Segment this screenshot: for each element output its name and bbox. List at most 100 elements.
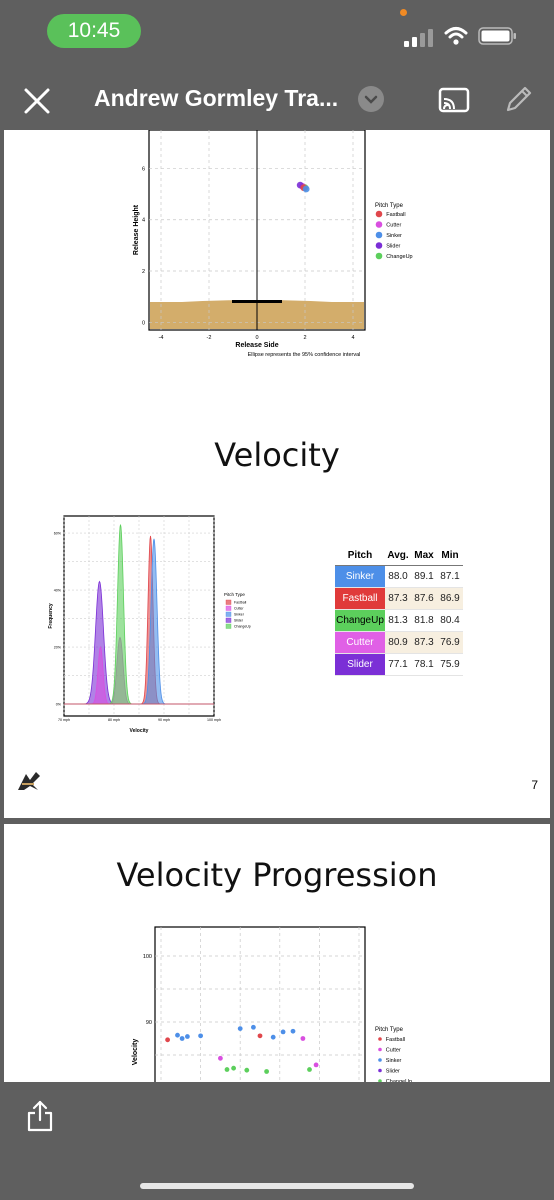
legend-label-cutter: Cutter — [386, 222, 401, 228]
velocity-point — [165, 1037, 171, 1043]
legend-marker-changeup — [378, 1079, 382, 1082]
legend-label-fastball: Fastball — [386, 1037, 405, 1043]
recording-indicator — [400, 9, 407, 16]
x-tick-label: 100 mph — [207, 718, 221, 722]
legend-label-cutter: Cutter — [386, 1047, 401, 1053]
cell-min: 86.9 — [437, 587, 463, 610]
legend-marker-cutter — [375, 221, 383, 228]
legend-title: Pitch Type — [224, 592, 245, 597]
x-axis-label: Velocity — [130, 728, 149, 734]
density-areas — [64, 524, 214, 705]
y-ticks: 0 2 4 6 — [142, 166, 145, 326]
title-dropdown-button[interactable] — [358, 86, 384, 112]
cell-max: 78.1 — [411, 653, 437, 676]
legend: Fastball Cutter Sinker Slider ChangeUp — [378, 1037, 412, 1082]
legend-label-slider: Slider — [386, 243, 400, 249]
x-tick-label: -4 — [159, 335, 164, 341]
velocity-points — [165, 1024, 319, 1074]
cellular-signal-icon — [404, 29, 433, 47]
velocity-point — [280, 1029, 286, 1035]
cell-avg: 77.1 — [385, 653, 411, 676]
legend-label-fastball: Fastball — [386, 212, 405, 218]
y-axis-label: Frequency — [48, 603, 54, 629]
page-number: 7 — [531, 778, 538, 792]
x-tick-label: -2 — [207, 335, 212, 341]
y-tick-label: 20% — [54, 646, 62, 650]
y-tick-label: 60% — [54, 532, 62, 536]
cell-max: 89.1 — [411, 565, 437, 588]
legend-label-slider: Slider — [234, 619, 244, 623]
table-row: Fastball 87.3 87.6 86.9 — [335, 587, 463, 610]
document-viewer[interactable]: -4 -2 0 2 4 0 2 4 6 Release Side Release Height… — [0, 130, 554, 1082]
velocity-density-chart: 70 mph 80 mph 90 mph 100 mph 0% 20% 40% 60% Ve… — [48, 515, 251, 734]
release-point-chart: -4 -2 0 2 4 0 2 4 6 Release Side Release Height… — [133, 130, 413, 358]
velocity-point — [231, 1065, 237, 1071]
header-pitch: Pitch — [335, 545, 385, 566]
close-icon[interactable] — [22, 86, 52, 116]
y-axis-label: Release Height — [133, 204, 140, 255]
velocity-point — [179, 1036, 185, 1041]
x-tick-label: 4 — [351, 335, 354, 341]
document-title[interactable]: Andrew Gormley Tra... — [94, 85, 339, 111]
chart-caption: Ellipse represents the 95% confidence in… — [248, 352, 361, 358]
y-tick-label: 4 — [142, 218, 145, 224]
table-row: Sinker 88.0 89.1 87.1 — [335, 565, 463, 588]
legend-label-fastball: Fastball — [234, 601, 246, 605]
y-axis-label: Velocity — [132, 1039, 139, 1066]
legend-label-slider: Slider — [386, 1068, 400, 1074]
cell-avg: 87.3 — [385, 587, 411, 610]
legend-label-sinker: Sinker — [234, 613, 245, 617]
cell-min: 87.1 — [437, 565, 463, 588]
legend-marker-sinker — [378, 1058, 382, 1062]
y-tick-label: 0 — [142, 320, 145, 326]
cell-avg: 88.0 — [385, 565, 411, 588]
cell-pitch: Slider — [335, 653, 385, 676]
legend-marker-cutter — [378, 1047, 382, 1052]
x-tick-label: 0 — [255, 335, 258, 341]
share-icon[interactable] — [26, 1100, 54, 1132]
velocity-point — [257, 1033, 263, 1039]
legend-label-changeup: ChangeUp — [386, 1079, 412, 1082]
x-tick-label: 2 — [303, 335, 306, 341]
velocity-point — [307, 1067, 312, 1072]
x-tick-label: 90 mph — [158, 718, 170, 722]
velocity-point — [300, 1036, 306, 1041]
cell-pitch: Sinker — [335, 565, 385, 588]
plot-frame — [154, 926, 366, 1082]
velocity-point — [264, 1069, 269, 1074]
velocity-point — [175, 1032, 180, 1038]
cast-icon[interactable] — [438, 87, 470, 113]
legend-swatch-cutter — [225, 605, 232, 611]
edit-pencil-icon[interactable] — [503, 83, 533, 115]
status-time: 10:45 — [47, 14, 141, 48]
y-tick-label: 2 — [142, 269, 145, 275]
y-tick-label: 90 — [146, 1020, 152, 1026]
legend-label-sinker: Sinker — [386, 233, 402, 239]
legend-title: Pitch Type — [375, 203, 404, 209]
battery-icon — [478, 27, 516, 45]
velocity-point — [270, 1034, 276, 1040]
legend-marker-changeup — [375, 252, 383, 260]
legend-swatch-fastball — [225, 599, 232, 605]
y-ticks: 90 100 — [143, 954, 152, 1026]
x-tick-label: 70 mph — [58, 718, 70, 722]
y-tick-label: 0% — [56, 703, 62, 707]
velocity-point — [290, 1028, 296, 1034]
y-tick-label: 6 — [142, 166, 145, 172]
legend-marker-fastball — [375, 210, 383, 218]
cell-max: 87.3 — [411, 631, 437, 654]
legend-marker-slider — [375, 242, 383, 249]
bottom-toolbar — [0, 1082, 554, 1200]
grid-lines — [155, 927, 365, 1082]
legend-label-cutter: Cutter — [234, 607, 244, 611]
y-tick-label: 100 — [143, 954, 152, 960]
velocity-point — [224, 1067, 230, 1072]
slide-title: Velocity — [214, 436, 340, 474]
legend: Fastball Cutter Sinker Slider ChangeUp — [375, 210, 413, 260]
velocity-point — [251, 1024, 256, 1030]
chevron-down-icon — [364, 95, 378, 104]
cell-pitch: Cutter — [335, 631, 385, 654]
legend-label-sinker: Sinker — [386, 1058, 402, 1064]
status-bar: 10:45 — [0, 0, 554, 66]
legend-swatch-sinker — [225, 611, 232, 617]
